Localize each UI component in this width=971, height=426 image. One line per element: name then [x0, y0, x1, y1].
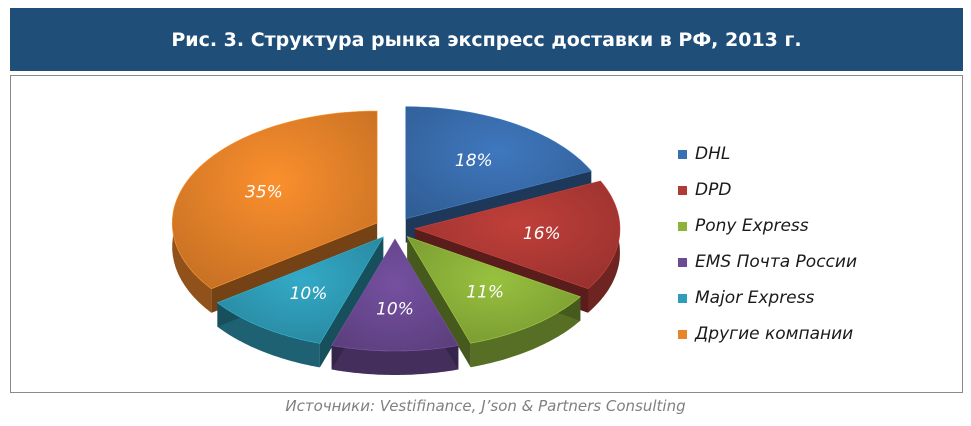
legend-swatch — [678, 185, 687, 195]
legend-swatch — [678, 293, 687, 303]
legend-swatch — [678, 149, 687, 159]
pie-slice — [216, 236, 384, 344]
slice-value-label: 16% — [523, 224, 561, 244]
pie-slice — [413, 180, 621, 290]
slice-value-label: 10% — [290, 284, 328, 304]
pie-slice-side — [319, 236, 384, 368]
legend-label: DHL — [695, 144, 731, 164]
pie-slice — [171, 110, 378, 290]
legend-label: Другие компании — [695, 324, 854, 344]
legend-label: Pony Express — [695, 216, 809, 236]
legend-item: Другие компании — [678, 316, 948, 352]
legend-label: Major Express — [695, 288, 815, 308]
slice-value-label: 35% — [245, 183, 283, 203]
legend-item: DPD — [678, 172, 948, 208]
legend-item: EMS Почта России — [678, 244, 948, 280]
pie-slice — [331, 238, 459, 352]
pie-slice-wall — [470, 296, 581, 368]
legend-swatch — [678, 257, 687, 267]
chart-title: Рис. 3. Структура рынка экспресс доставк… — [10, 8, 963, 71]
slice-value-label: 18% — [455, 151, 493, 171]
legend: DHL DPD Pony Express EMS Почта России Ma… — [678, 136, 948, 352]
source-note: Источники: Vestifinance, J’son & Partner… — [285, 397, 686, 415]
legend-swatch — [678, 329, 687, 339]
legend-item: DHL — [678, 136, 948, 172]
legend-item: Pony Express — [678, 208, 948, 244]
legend-swatch — [678, 221, 687, 231]
slice-value-label: 11% — [466, 283, 504, 303]
legend-item: Major Express — [678, 280, 948, 316]
pie-slice — [405, 106, 592, 220]
pie-slice-wall — [331, 345, 459, 375]
pie-slice — [406, 236, 581, 344]
pie-slice-side — [407, 236, 471, 368]
slice-value-label: 10% — [376, 299, 414, 319]
legend-label: EMS Почта России — [695, 252, 857, 272]
legend-label: DPD — [695, 180, 732, 200]
